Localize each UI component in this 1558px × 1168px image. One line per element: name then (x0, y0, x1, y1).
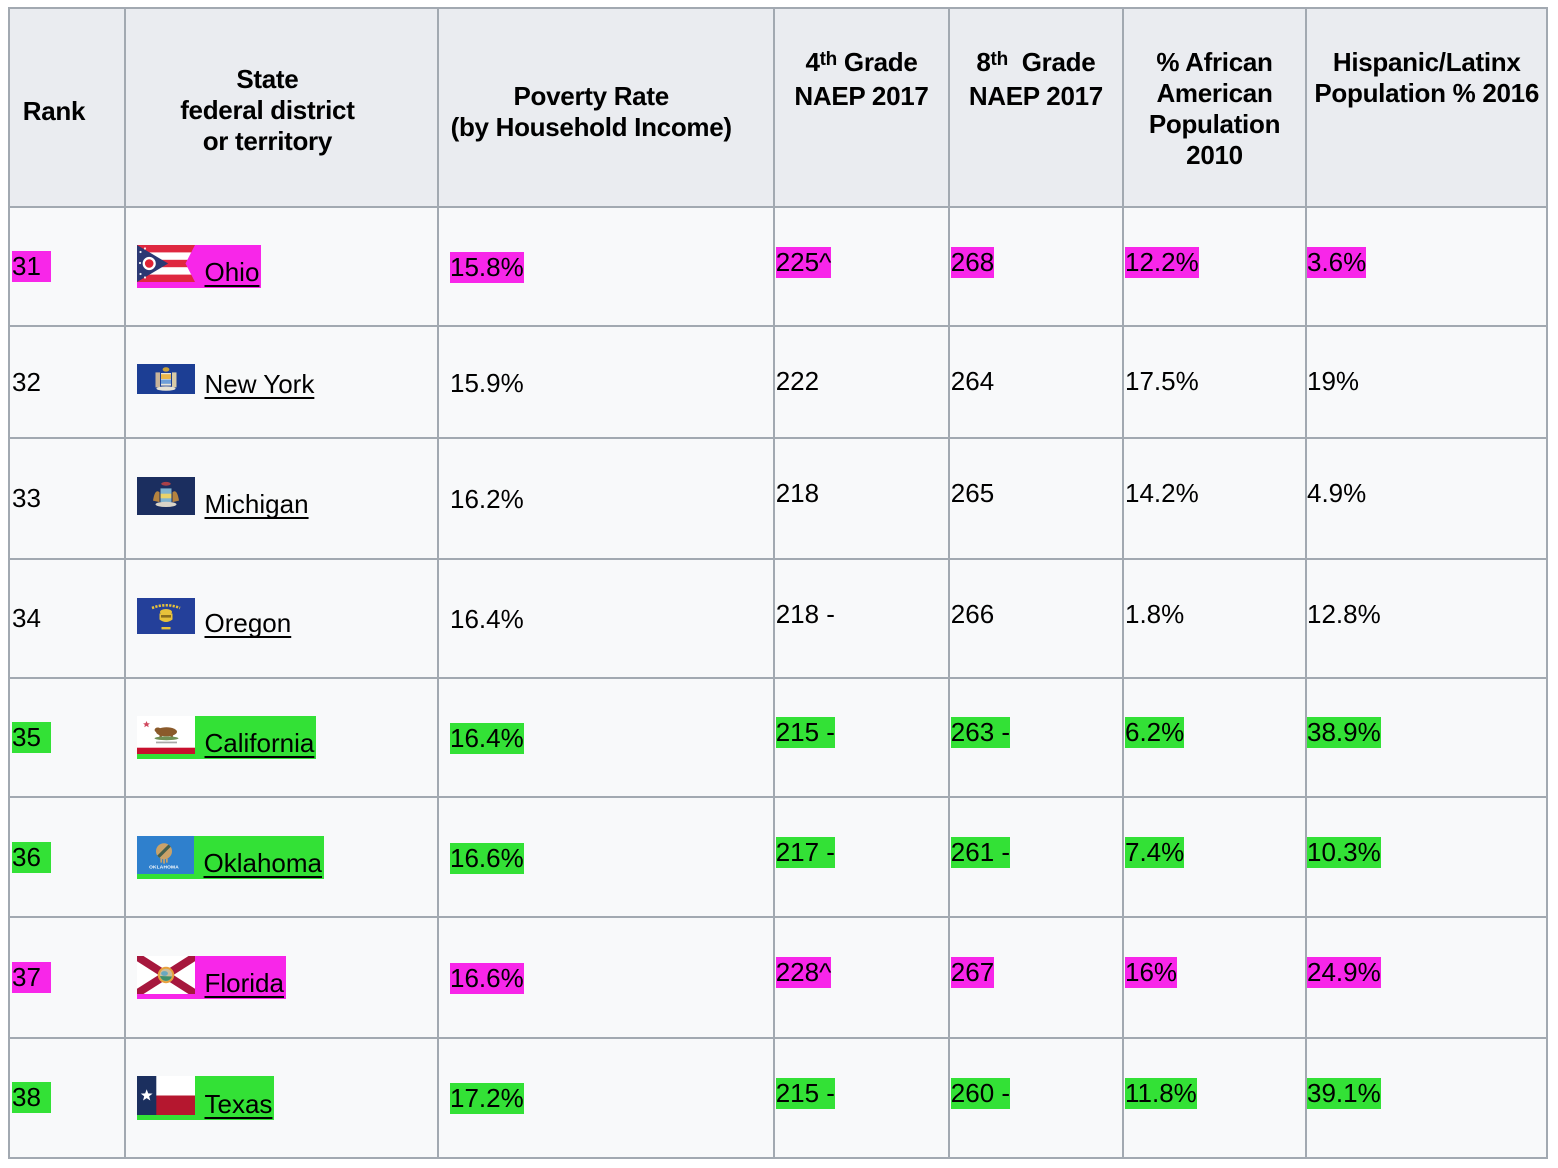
svg-text:OKLAHOMA: OKLAHOMA (149, 864, 179, 870)
